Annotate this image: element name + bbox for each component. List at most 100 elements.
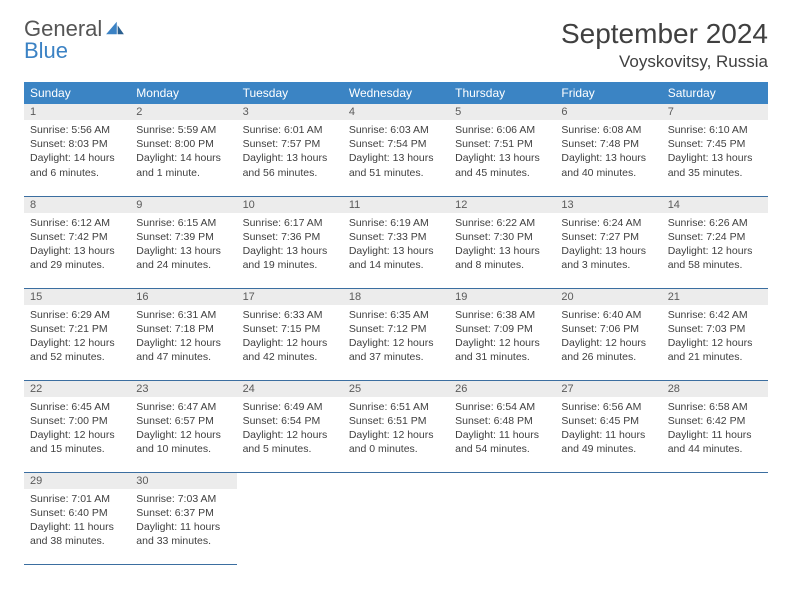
weekday-tuesday: Tuesday: [237, 82, 343, 104]
sunset-line: Sunset: 7:33 PM: [349, 230, 443, 244]
sunset-line: Sunset: 6:40 PM: [30, 506, 124, 520]
daylight-line: Daylight: 11 hours and 49 minutes.: [561, 428, 655, 456]
day-number: 7: [662, 104, 768, 120]
daylight-line: Daylight: 12 hours and 10 minutes.: [136, 428, 230, 456]
sunset-line: Sunset: 6:48 PM: [455, 414, 549, 428]
day-number: 11: [343, 197, 449, 213]
day-cell: 11Sunrise: 6:19 AMSunset: 7:33 PMDayligh…: [343, 196, 449, 288]
sunset-line: Sunset: 7:12 PM: [349, 322, 443, 336]
day-cell-empty: [343, 472, 449, 564]
day-cell: 17Sunrise: 6:33 AMSunset: 7:15 PMDayligh…: [237, 288, 343, 380]
day-cell: 12Sunrise: 6:22 AMSunset: 7:30 PMDayligh…: [449, 196, 555, 288]
day-number: 28: [662, 381, 768, 397]
day-number: 23: [130, 381, 236, 397]
day-cell: 4Sunrise: 6:03 AMSunset: 7:54 PMDaylight…: [343, 104, 449, 196]
day-cell: 23Sunrise: 6:47 AMSunset: 6:57 PMDayligh…: [130, 380, 236, 472]
day-cell: 20Sunrise: 6:40 AMSunset: 7:06 PMDayligh…: [555, 288, 661, 380]
day-details: Sunrise: 6:17 AMSunset: 7:36 PMDaylight:…: [237, 213, 343, 277]
sunset-line: Sunset: 7:54 PM: [349, 137, 443, 151]
day-cell-empty: [237, 472, 343, 564]
day-cell: 14Sunrise: 6:26 AMSunset: 7:24 PMDayligh…: [662, 196, 768, 288]
sunset-line: Sunset: 7:09 PM: [455, 322, 549, 336]
day-details: Sunrise: 6:15 AMSunset: 7:39 PMDaylight:…: [130, 213, 236, 277]
sunset-line: Sunset: 7:48 PM: [561, 137, 655, 151]
sunset-line: Sunset: 7:45 PM: [668, 137, 762, 151]
daylight-line: Daylight: 14 hours and 6 minutes.: [30, 151, 124, 179]
sunset-line: Sunset: 6:54 PM: [243, 414, 337, 428]
sunrise-line: Sunrise: 6:54 AM: [455, 400, 549, 414]
day-details: Sunrise: 6:19 AMSunset: 7:33 PMDaylight:…: [343, 213, 449, 277]
calendar-row: 8Sunrise: 6:12 AMSunset: 7:42 PMDaylight…: [24, 196, 768, 288]
day-cell: 27Sunrise: 6:56 AMSunset: 6:45 PMDayligh…: [555, 380, 661, 472]
day-details: Sunrise: 5:56 AMSunset: 8:03 PMDaylight:…: [24, 120, 130, 184]
day-cell: 26Sunrise: 6:54 AMSunset: 6:48 PMDayligh…: [449, 380, 555, 472]
sunrise-line: Sunrise: 6:01 AM: [243, 123, 337, 137]
day-cell: 29Sunrise: 7:01 AMSunset: 6:40 PMDayligh…: [24, 472, 130, 564]
sunset-line: Sunset: 8:00 PM: [136, 137, 230, 151]
day-details: Sunrise: 6:22 AMSunset: 7:30 PMDaylight:…: [449, 213, 555, 277]
daylight-line: Daylight: 12 hours and 15 minutes.: [30, 428, 124, 456]
sunrise-line: Sunrise: 6:10 AM: [668, 123, 762, 137]
sunrise-line: Sunrise: 6:08 AM: [561, 123, 655, 137]
day-details: Sunrise: 6:01 AMSunset: 7:57 PMDaylight:…: [237, 120, 343, 184]
day-details: Sunrise: 6:51 AMSunset: 6:51 PMDaylight:…: [343, 397, 449, 461]
sunset-line: Sunset: 7:57 PM: [243, 137, 337, 151]
day-cell: 1Sunrise: 5:56 AMSunset: 8:03 PMDaylight…: [24, 104, 130, 196]
day-details: Sunrise: 5:59 AMSunset: 8:00 PMDaylight:…: [130, 120, 236, 184]
sunset-line: Sunset: 7:36 PM: [243, 230, 337, 244]
daylight-line: Daylight: 11 hours and 44 minutes.: [668, 428, 762, 456]
daylight-line: Daylight: 13 hours and 3 minutes.: [561, 244, 655, 272]
day-details: Sunrise: 6:26 AMSunset: 7:24 PMDaylight:…: [662, 213, 768, 277]
sunset-line: Sunset: 7:06 PM: [561, 322, 655, 336]
day-details: Sunrise: 6:58 AMSunset: 6:42 PMDaylight:…: [662, 397, 768, 461]
day-details: Sunrise: 6:24 AMSunset: 7:27 PMDaylight:…: [555, 213, 661, 277]
sunset-line: Sunset: 6:45 PM: [561, 414, 655, 428]
day-details: Sunrise: 7:03 AMSunset: 6:37 PMDaylight:…: [130, 489, 236, 553]
sunrise-line: Sunrise: 6:35 AM: [349, 308, 443, 322]
page-title: September 2024: [561, 18, 768, 50]
brand-word2: Blue: [24, 38, 68, 63]
day-details: Sunrise: 7:01 AMSunset: 6:40 PMDaylight:…: [24, 489, 130, 553]
day-number: 6: [555, 104, 661, 120]
calendar-row: 1Sunrise: 5:56 AMSunset: 8:03 PMDaylight…: [24, 104, 768, 196]
sunrise-line: Sunrise: 6:06 AM: [455, 123, 549, 137]
day-cell: 9Sunrise: 6:15 AMSunset: 7:39 PMDaylight…: [130, 196, 236, 288]
title-block: September 2024 Voyskovitsy, Russia: [561, 18, 768, 72]
day-number: 19: [449, 289, 555, 305]
header: General Blue September 2024 Voyskovitsy,…: [24, 18, 768, 72]
sunset-line: Sunset: 7:24 PM: [668, 230, 762, 244]
sunset-line: Sunset: 8:03 PM: [30, 137, 124, 151]
daylight-line: Daylight: 11 hours and 33 minutes.: [136, 520, 230, 548]
calendar-body: 1Sunrise: 5:56 AMSunset: 8:03 PMDaylight…: [24, 104, 768, 564]
day-number: 8: [24, 197, 130, 213]
daylight-line: Daylight: 12 hours and 26 minutes.: [561, 336, 655, 364]
day-number: 15: [24, 289, 130, 305]
sunset-line: Sunset: 7:39 PM: [136, 230, 230, 244]
day-number: 26: [449, 381, 555, 397]
sunrise-line: Sunrise: 7:01 AM: [30, 492, 124, 506]
day-number: 30: [130, 473, 236, 489]
day-number: 3: [237, 104, 343, 120]
daylight-line: Daylight: 13 hours and 56 minutes.: [243, 151, 337, 179]
day-details: Sunrise: 6:40 AMSunset: 7:06 PMDaylight:…: [555, 305, 661, 369]
daylight-line: Daylight: 12 hours and 47 minutes.: [136, 336, 230, 364]
sunrise-line: Sunrise: 6:24 AM: [561, 216, 655, 230]
sunrise-line: Sunrise: 6:49 AM: [243, 400, 337, 414]
day-details: Sunrise: 6:47 AMSunset: 6:57 PMDaylight:…: [130, 397, 236, 461]
day-number: 4: [343, 104, 449, 120]
daylight-line: Daylight: 13 hours and 51 minutes.: [349, 151, 443, 179]
day-number: 13: [555, 197, 661, 213]
day-number: 22: [24, 381, 130, 397]
sail-icon: [104, 20, 126, 36]
sunrise-line: Sunrise: 7:03 AM: [136, 492, 230, 506]
daylight-line: Daylight: 13 hours and 19 minutes.: [243, 244, 337, 272]
sunrise-line: Sunrise: 6:51 AM: [349, 400, 443, 414]
sunrise-line: Sunrise: 6:33 AM: [243, 308, 337, 322]
weekday-header-row: SundayMondayTuesdayWednesdayThursdayFrid…: [24, 82, 768, 104]
sunset-line: Sunset: 6:37 PM: [136, 506, 230, 520]
day-details: Sunrise: 6:29 AMSunset: 7:21 PMDaylight:…: [24, 305, 130, 369]
sunset-line: Sunset: 7:30 PM: [455, 230, 549, 244]
daylight-line: Daylight: 12 hours and 31 minutes.: [455, 336, 549, 364]
day-cell: 7Sunrise: 6:10 AMSunset: 7:45 PMDaylight…: [662, 104, 768, 196]
daylight-line: Daylight: 12 hours and 5 minutes.: [243, 428, 337, 456]
